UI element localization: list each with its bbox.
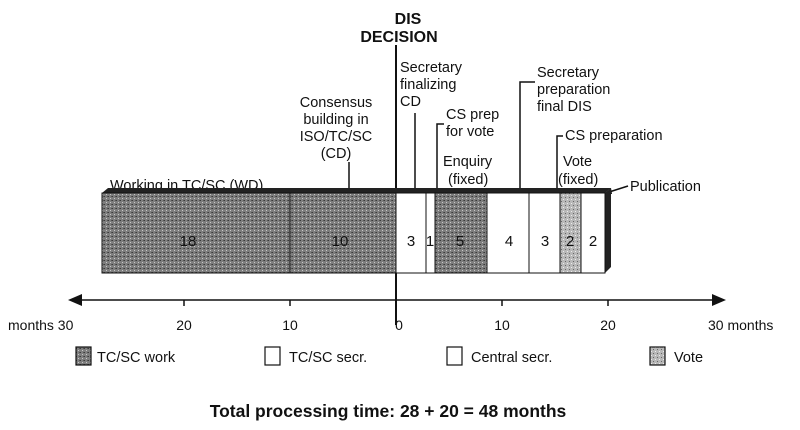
segment-publication-prep	[580, 192, 606, 274]
axis-label-20-left: 20	[176, 317, 192, 333]
axis-label-months-30-right: 30 months	[708, 317, 773, 333]
cs-prep-vote-label-2: for vote	[446, 124, 494, 140]
legend-label-tcsc-secr: TC/SC secr.	[289, 350, 367, 366]
segment-tcsc-work-cd	[289, 192, 397, 274]
bar-segments	[101, 192, 606, 274]
axis-left-arrow-icon	[68, 294, 82, 306]
segment-label-3a: 3	[407, 233, 415, 250]
legend: TC/SC work TC/SC secr. Central secr. Vot…	[75, 346, 703, 366]
secretary-finalizing-label-1: Secretary	[400, 60, 463, 76]
axis-right-arrow-icon	[712, 294, 726, 306]
bar-end-face	[605, 188, 611, 273]
consensus-label-3: ISO/TC/SC	[300, 129, 373, 145]
axis-label-10-left: 10	[282, 317, 298, 333]
total-processing-time: Total processing time: 28 + 20 = 48 mont…	[210, 401, 567, 421]
dis-decision-title-line1: DIS	[395, 11, 422, 28]
enquiry-label-2: (fixed)	[448, 172, 488, 188]
consensus-label-4: (CD)	[321, 146, 352, 162]
cs-preparation-leader	[556, 135, 563, 193]
segment-secretary-final-dis	[486, 192, 530, 274]
segment-label-5: 5	[456, 233, 464, 250]
segment-label-2b: 2	[589, 233, 597, 250]
segment-enquiry	[434, 192, 488, 274]
axis-label-months-30-left: months 30	[8, 317, 74, 333]
segment-central-prep	[528, 192, 561, 274]
secretary-finalizing-label-2: finalizing	[400, 77, 456, 93]
secretary-prep-label-3: final DIS	[537, 99, 592, 115]
legend-swatch-tcsc-secr	[264, 346, 281, 366]
legend-swatch-vote	[649, 346, 666, 366]
secretary-prep-leader	[519, 81, 535, 193]
legend-swatch-central-secr	[446, 346, 463, 366]
segment-label-3b: 3	[541, 233, 549, 250]
dis-decision-title-line2: DECISION	[360, 29, 437, 46]
legend-label-central-secr: Central secr.	[471, 350, 552, 366]
segment-label-2a: 2	[566, 233, 574, 250]
vote-label-2: (fixed)	[558, 172, 598, 188]
cs-prep-vote-leader	[436, 123, 444, 193]
enquiry-label-1: Enquiry	[443, 154, 493, 170]
consensus-label-2: building in	[303, 112, 368, 128]
segment-label-4: 4	[505, 233, 513, 250]
bar-top-face	[102, 188, 611, 193]
segment-label-10: 10	[332, 233, 349, 250]
legend-swatch-tcsc-work	[75, 346, 92, 366]
legend-label-vote: Vote	[674, 350, 703, 366]
cs-preparation-label: CS preparation	[565, 128, 663, 144]
consensus-label-1: Consensus	[300, 95, 373, 111]
segment-label-1: 1	[426, 233, 434, 250]
legend-label-tcsc-work: TC/SC work	[97, 350, 176, 366]
publication-label: Publication	[630, 179, 701, 195]
secretary-prep-label-2: preparation	[537, 82, 610, 98]
segment-tcsc-secr	[395, 192, 427, 274]
vote-label-1: Vote	[563, 154, 592, 170]
axis-label-10-right: 10	[494, 317, 510, 333]
cs-prep-vote-label-1: CS prep	[446, 107, 499, 123]
secretary-finalizing-label-3: CD	[400, 94, 421, 110]
segment-label-18: 18	[180, 233, 197, 250]
axis-label-20-right: 20	[600, 317, 616, 333]
axis-label-zero: 0	[395, 317, 403, 333]
secretary-prep-label-1: Secretary	[537, 65, 600, 81]
